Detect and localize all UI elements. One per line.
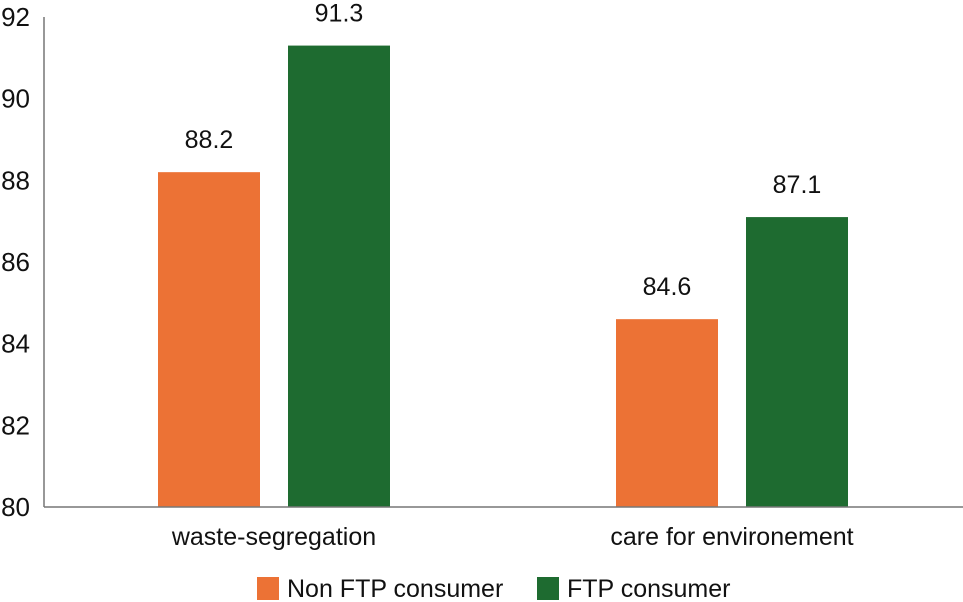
y-tick-label: 84 — [1, 329, 30, 359]
legend-swatch — [257, 577, 279, 600]
bar-non-ftp — [158, 172, 260, 507]
bar-non-ftp — [616, 319, 718, 507]
y-tick-label: 88 — [1, 165, 30, 195]
legend-label: FTP consumer — [567, 575, 730, 602]
data-label: 91.3 — [315, 0, 364, 28]
y-tick-label: 82 — [1, 410, 30, 440]
legend-swatch — [537, 577, 559, 600]
legend-label: Non FTP consumer — [287, 575, 503, 602]
data-label: 88.2 — [185, 126, 234, 154]
data-label: 87.1 — [773, 171, 822, 199]
data-label: 84.6 — [643, 273, 692, 301]
y-tick-label: 90 — [1, 84, 30, 114]
y-tick-label: 92 — [1, 2, 30, 32]
bar-ftp — [288, 45, 390, 507]
y-tick-label: 86 — [1, 247, 30, 277]
x-tick-label: waste-segregation — [171, 523, 376, 551]
bar-ftp — [746, 217, 848, 508]
x-tick-label: care for environement — [610, 523, 853, 551]
y-tick-label: 80 — [1, 492, 30, 522]
